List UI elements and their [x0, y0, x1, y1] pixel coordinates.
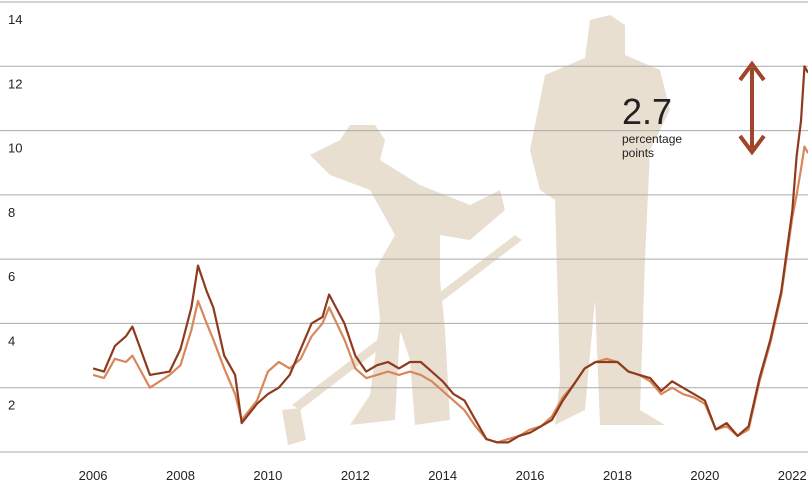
- series-line: [93, 66, 808, 442]
- lines: [93, 66, 808, 442]
- x-tick-label: 2014: [428, 468, 457, 483]
- y-tick-label: 4: [8, 333, 15, 348]
- y-tick-label: 2: [8, 398, 15, 413]
- x-tick-label: 2018: [603, 468, 632, 483]
- y-tick-label: 14: [8, 12, 22, 27]
- x-tick-label: 2010: [253, 468, 282, 483]
- x-tick-label: 2016: [516, 468, 545, 483]
- chart: 2 4 6 8 10 12 14 2006 2008 2010 2012 2014 2016 2018 20…: [0, 0, 808, 486]
- silhouettes: [282, 15, 670, 445]
- y-tick-label: 6: [8, 269, 15, 284]
- annotation-value: 2.7: [622, 91, 672, 132]
- annotation-text: percentage points: [622, 132, 712, 160]
- x-tick-label: 2022: [778, 468, 807, 483]
- x-tick-label: 2006: [79, 468, 108, 483]
- y-tick-label: 8: [8, 205, 15, 220]
- annotation-box: percentage points: [622, 132, 712, 172]
- x-tick-label: 2012: [341, 468, 370, 483]
- y-tick-label: 10: [8, 141, 22, 156]
- x-tick-label: 2008: [166, 468, 195, 483]
- y-tick-label: 12: [8, 76, 22, 91]
- x-tick-label: 2020: [690, 468, 719, 483]
